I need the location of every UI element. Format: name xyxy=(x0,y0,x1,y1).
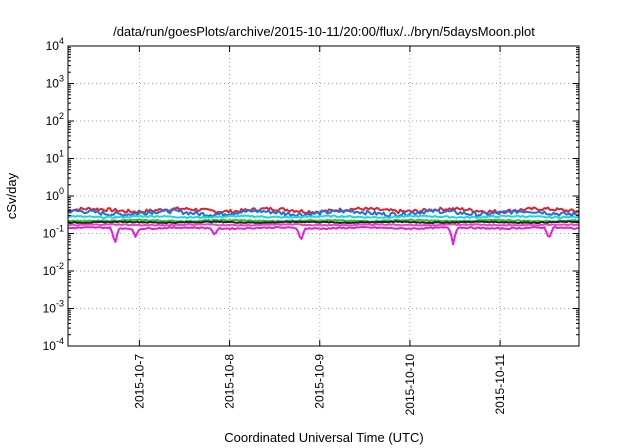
y-tick-label: 10-3 xyxy=(43,299,64,316)
series-line xyxy=(67,223,580,227)
series-line xyxy=(67,214,580,220)
grid xyxy=(68,45,579,347)
y-axis-label: cSv/day xyxy=(4,172,19,219)
plot-area xyxy=(67,206,580,246)
y-tick-label: 101 xyxy=(46,149,64,166)
x-tick-label: 2015-10-8 xyxy=(223,354,237,409)
x-tick-label: 2015-10-10 xyxy=(403,354,417,416)
y-tick-label: 102 xyxy=(46,111,64,128)
series-line xyxy=(67,220,580,225)
y-tick-label: 10-1 xyxy=(43,224,64,241)
series-line xyxy=(67,225,580,246)
y-tick-label: 10-4 xyxy=(43,336,64,353)
y-tick-label: 100 xyxy=(46,186,64,203)
series-line xyxy=(67,208,580,218)
y-tick-label: 10-2 xyxy=(43,261,64,278)
y-axis: 10-4 10-3 10-2 10-1 100 101 102 103 104 xyxy=(43,36,579,353)
y-tick-label: 103 xyxy=(46,74,64,91)
y-tick-label: 104 xyxy=(46,36,64,53)
x-tick-label: 2015-10-11 xyxy=(493,354,507,415)
x-axis-label: Coordinated Universal Time (UTC) xyxy=(224,430,423,445)
x-axis: 2015-10-7 2015-10-8 2015-10-9 2015-10-10 201… xyxy=(132,46,507,415)
chart-title: /data/run/goesPlots/archive/2015-10-11/2… xyxy=(113,24,535,39)
x-tick-label: 2015-10-7 xyxy=(132,354,146,409)
x-tick-label: 2015-10-9 xyxy=(313,354,327,409)
